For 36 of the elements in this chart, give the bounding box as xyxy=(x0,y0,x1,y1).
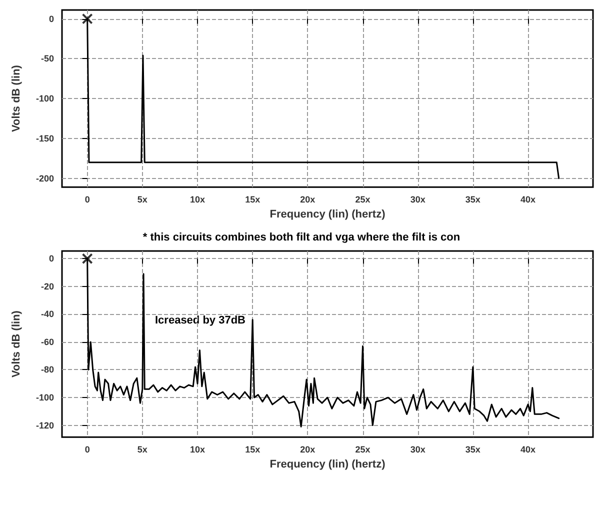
x-tick-label: 0 xyxy=(84,194,90,205)
x-tick-label: 35x xyxy=(465,194,480,205)
x-tick-label: 10x xyxy=(190,194,206,205)
x-axis-title: Frequency (lin) (hertz) xyxy=(270,208,386,220)
x-tick-label: 30x xyxy=(410,194,426,205)
x-tick-label: 25x xyxy=(355,194,370,205)
x-axis-title: Frequency (lin) (hertz) xyxy=(270,458,386,470)
y-tick-label: -150 xyxy=(36,133,54,144)
y-axis-title: Volts dB (lin) xyxy=(10,64,22,132)
annotation: Icreased by 37dB xyxy=(155,314,246,326)
x-tick-label: 5x xyxy=(137,444,148,455)
y-tick-label: 0 xyxy=(48,14,54,24)
x-tick-label: 40x xyxy=(520,194,536,205)
y-tick-label: -200 xyxy=(36,173,54,184)
x-tick-label: 5x xyxy=(137,194,148,205)
x-tick-label: 15x xyxy=(245,444,260,455)
y-tick-label: -60 xyxy=(40,336,54,347)
x-tick-label: 35x xyxy=(465,444,480,455)
x-tick-label: 10x xyxy=(190,444,206,455)
x-tick-label: 15x xyxy=(245,194,260,205)
y-tick-label: -100 xyxy=(36,392,54,403)
y-axis-title: Volts dB (lin) xyxy=(10,310,22,378)
x-tick-label: 25x xyxy=(355,444,370,455)
x-tick-label: 0 xyxy=(84,444,90,455)
y-tick-label: -100 xyxy=(36,94,54,104)
y-tick-label: -80 xyxy=(40,364,54,375)
x-tick-label: 20x xyxy=(300,444,316,455)
y-tick-label: 0 xyxy=(48,254,54,264)
chart-title: * this circuits combines both filt and vga where the filt is con xyxy=(142,232,460,244)
y-tick-label: -120 xyxy=(36,420,54,430)
x-tick-label: 40x xyxy=(520,444,536,455)
x-tick-label: 20x xyxy=(300,194,316,205)
y-tick-label: -40 xyxy=(40,309,54,320)
x-tick-label: 30x xyxy=(410,444,426,455)
y-tick-label: -50 xyxy=(40,54,54,64)
y-tick-label: -20 xyxy=(40,281,54,292)
